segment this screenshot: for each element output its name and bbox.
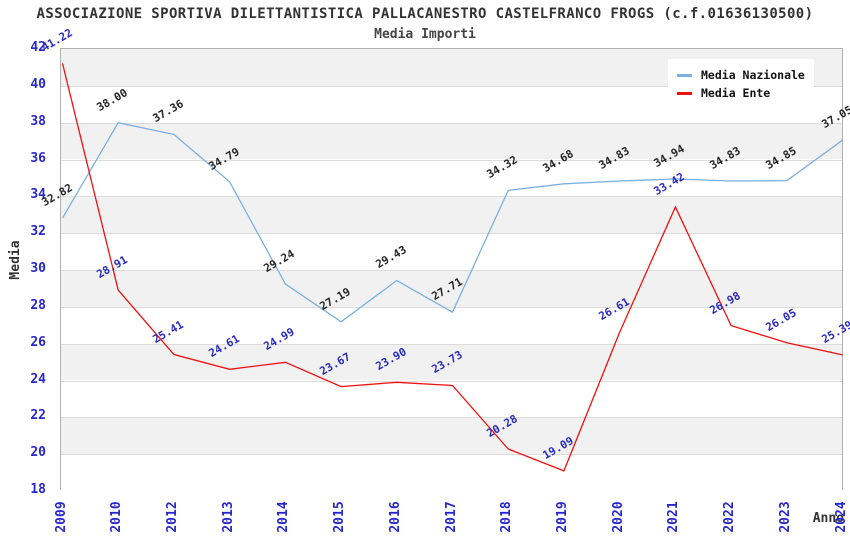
x-tick-label: 2013 [220,501,236,533]
x-tick-label: 2012 [164,501,180,533]
media-ente-line-swatch [677,91,692,95]
chart-title: ASSOCIAZIONE SPORTIVA DILETTANTISTICA PA… [36,6,814,22]
x-tick-label: 2010 [109,501,125,533]
x-tick-label: 2024 [833,501,849,533]
y-tick-label: 36 [30,150,46,166]
x-tick-label: 2021 [666,501,682,533]
y-tick-label: 38 [30,113,46,129]
media-nazionale-line [61,121,843,323]
gridline [61,85,842,87]
plot-band [61,454,842,491]
y-tick-label: 42 [30,40,46,55]
gridline [61,122,842,124]
plot-band [61,380,842,418]
plot-area [60,48,843,491]
y-tick-label: 20 [30,445,46,461]
x-tick-label: 2016 [387,501,403,533]
gridline [61,454,842,456]
plot-band [61,306,842,344]
x-tick-label: 2020 [610,501,626,533]
gridline [61,380,842,382]
chart-subtitle: Media Importi [374,27,476,42]
plot-band [61,196,842,234]
y-tick-label: 22 [30,408,46,424]
x-tick-label: 2019 [554,501,570,533]
y-tick-label: 24 [30,371,46,387]
y-tick-label: 18 [30,482,46,497]
y-tick-label: 30 [30,261,46,276]
x-axis-label: Anno [812,511,844,526]
x-tick-label: 2014 [276,501,292,533]
x-tick-label: 2015 [332,501,348,533]
gridline [61,233,842,235]
plot-band [61,233,842,270]
media-nazionale-line-swatch [677,73,692,77]
x-tick-label: 2009 [53,501,69,533]
plot-band [61,417,842,455]
gridline [61,306,842,308]
gridline [61,159,842,161]
legend: Media Nazionale Media Ente [668,59,814,109]
gridline [61,196,842,198]
legend-item-media-nazionale: Media Nazionale [677,66,805,84]
legend-label-media-ente: Media Ente [701,86,771,100]
plot-band [61,343,842,381]
plot-band [61,270,842,307]
legend-item-media-ente: Media Ente [677,84,805,102]
legend-label-media-nazionale: Media Nazionale [701,68,805,82]
x-tick-label: 2017 [443,501,459,533]
plot-band [61,159,842,197]
plot-band [61,122,842,160]
x-tick-label: 2023 [777,501,793,533]
y-tick-label: 34 [30,187,46,203]
media-ente-line [61,63,843,472]
series-lines [61,63,843,472]
gridline [61,270,842,271]
y-tick-label: 40 [30,76,46,92]
y-tick-label: 28 [30,297,46,313]
y-tick-label: 32 [30,224,46,240]
x-tick-label: 2022 [722,501,738,533]
gridline [61,343,842,345]
x-tick-label: 2018 [499,501,515,533]
y-tick-label: 26 [30,334,46,350]
gridline [61,417,842,419]
